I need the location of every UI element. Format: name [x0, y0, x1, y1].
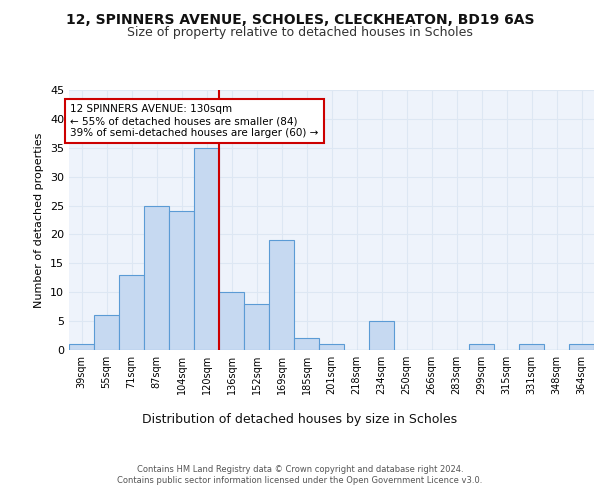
Bar	[519, 344, 544, 350]
Bar	[369, 321, 394, 350]
Bar	[469, 344, 494, 350]
Bar	[144, 206, 169, 350]
Bar	[169, 212, 194, 350]
Bar	[119, 275, 144, 350]
Bar	[94, 316, 119, 350]
Bar	[194, 148, 219, 350]
Bar	[219, 292, 244, 350]
Text: Distribution of detached houses by size in Scholes: Distribution of detached houses by size …	[142, 412, 458, 426]
Bar	[69, 344, 94, 350]
Text: Contains public sector information licensed under the Open Government Licence v3: Contains public sector information licen…	[118, 476, 482, 485]
Bar	[319, 344, 344, 350]
Text: Size of property relative to detached houses in Scholes: Size of property relative to detached ho…	[127, 26, 473, 39]
Text: 12 SPINNERS AVENUE: 130sqm
← 55% of detached houses are smaller (84)
39% of semi: 12 SPINNERS AVENUE: 130sqm ← 55% of deta…	[70, 104, 319, 138]
Text: 12, SPINNERS AVENUE, SCHOLES, CLECKHEATON, BD19 6AS: 12, SPINNERS AVENUE, SCHOLES, CLECKHEATO…	[66, 12, 534, 26]
Text: Contains HM Land Registry data © Crown copyright and database right 2024.: Contains HM Land Registry data © Crown c…	[137, 465, 463, 474]
Bar	[294, 338, 319, 350]
Bar	[244, 304, 269, 350]
Y-axis label: Number of detached properties: Number of detached properties	[34, 132, 44, 308]
Bar	[569, 344, 594, 350]
Bar	[269, 240, 294, 350]
